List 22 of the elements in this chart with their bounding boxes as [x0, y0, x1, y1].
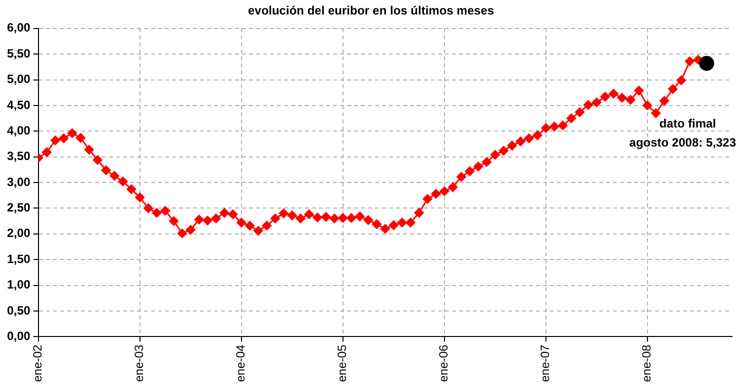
y-tick-label: 0,50: [6, 303, 31, 318]
y-tick-label: 3,50: [6, 149, 31, 164]
y-tick-label: 4,00: [6, 123, 31, 138]
annotation: dato fimal agosto 2008: 5,323: [629, 116, 736, 150]
chart-title: evolución del euribor en los últimos meses: [248, 4, 494, 18]
y-tick-label: 5,50: [6, 46, 31, 60]
y-tick-label: 2,00: [6, 226, 31, 240]
y-tick-label: 4,50: [6, 98, 31, 112]
y-tick-label: 6,00: [6, 20, 31, 35]
x-tick-label: ene-05: [335, 344, 350, 382]
x-tick-label: ene-08: [640, 344, 654, 382]
y-tick-label: 3,00: [6, 174, 31, 189]
y-tick-label: 2,50: [6, 200, 31, 215]
y-tick-label: 5,00: [6, 72, 31, 86]
y-tick-label: 1,00: [6, 278, 31, 292]
y-tick-label: 0,00: [6, 328, 31, 343]
x-tick-label: ene-06: [436, 344, 451, 382]
x-tick-label: ene-02: [30, 344, 45, 382]
x-tick-label: ene-04: [234, 344, 248, 382]
x-tick-label: ene-03: [132, 344, 146, 382]
x-tick-label: ene-07: [538, 344, 552, 382]
y-tick-label: 1,50: [6, 252, 31, 266]
